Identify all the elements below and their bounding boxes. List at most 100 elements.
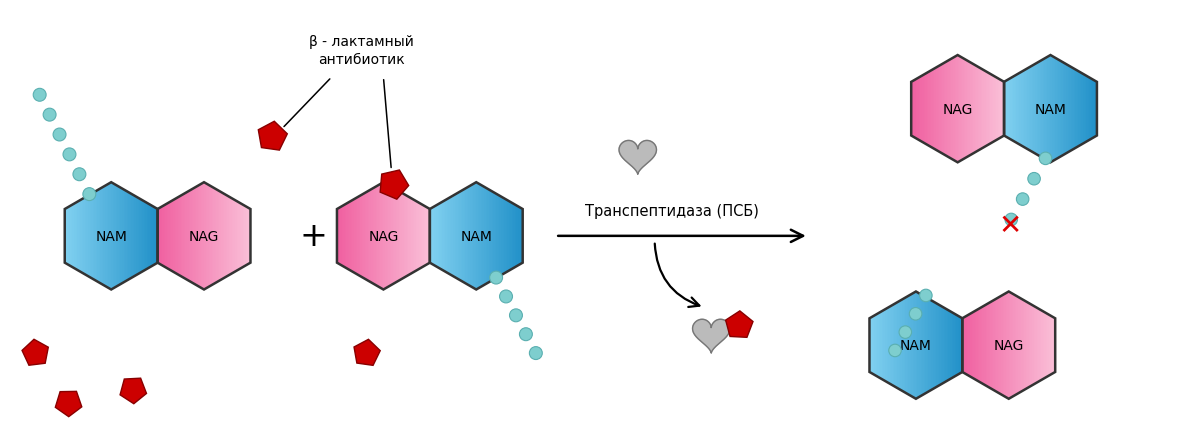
Bar xyxy=(910,287,911,404)
Bar xyxy=(881,287,882,404)
Bar xyxy=(468,178,470,295)
Bar xyxy=(109,178,112,295)
Circle shape xyxy=(510,309,522,322)
Bar xyxy=(968,51,970,168)
Bar xyxy=(892,287,893,404)
Bar xyxy=(376,178,377,295)
Bar xyxy=(1096,51,1097,168)
Bar xyxy=(134,178,136,295)
Bar xyxy=(232,178,234,295)
Bar xyxy=(156,178,157,295)
Bar xyxy=(994,51,995,168)
Bar xyxy=(1004,287,1006,404)
Bar xyxy=(932,51,935,168)
Bar xyxy=(961,51,962,168)
Bar xyxy=(190,178,192,295)
Bar xyxy=(466,178,467,295)
Bar xyxy=(188,178,190,295)
Bar xyxy=(1032,287,1033,404)
Bar xyxy=(947,51,948,168)
Bar xyxy=(214,178,215,295)
Bar xyxy=(170,178,172,295)
Bar xyxy=(995,287,996,404)
Bar xyxy=(1015,51,1016,168)
Bar xyxy=(914,51,916,168)
Bar xyxy=(499,178,502,295)
Bar xyxy=(205,178,208,295)
Bar xyxy=(172,178,173,295)
Bar xyxy=(478,178,479,295)
Bar xyxy=(1044,287,1046,404)
Bar xyxy=(161,178,162,295)
Bar xyxy=(163,178,166,295)
Bar xyxy=(1037,51,1038,168)
Bar xyxy=(198,178,199,295)
Bar xyxy=(1006,287,1007,404)
Bar xyxy=(972,287,973,404)
Bar xyxy=(990,51,991,168)
Bar xyxy=(980,287,983,404)
Circle shape xyxy=(490,271,503,285)
Text: NAM: NAM xyxy=(461,229,492,243)
Bar xyxy=(1009,287,1010,404)
Bar xyxy=(391,178,392,295)
Bar xyxy=(504,178,505,295)
Bar xyxy=(1082,51,1085,168)
Bar xyxy=(872,287,874,404)
Circle shape xyxy=(1028,173,1040,186)
Bar xyxy=(502,178,503,295)
Bar xyxy=(1004,51,1006,168)
Bar xyxy=(420,178,422,295)
Bar xyxy=(942,51,943,168)
Bar xyxy=(883,287,884,404)
Bar xyxy=(1000,51,1001,168)
Bar xyxy=(427,178,428,295)
Bar xyxy=(1090,51,1091,168)
Bar xyxy=(138,178,139,295)
Bar xyxy=(1057,51,1058,168)
Bar xyxy=(961,287,962,404)
Bar xyxy=(1031,287,1032,404)
Bar xyxy=(240,178,241,295)
Bar xyxy=(1076,51,1079,168)
Bar xyxy=(904,287,905,404)
Bar xyxy=(1039,51,1042,168)
Bar xyxy=(380,178,382,295)
Bar xyxy=(953,51,954,168)
Bar xyxy=(1036,287,1037,404)
Bar xyxy=(870,287,871,404)
Bar xyxy=(1066,51,1068,168)
Bar xyxy=(179,178,181,295)
Bar xyxy=(974,287,977,404)
Bar xyxy=(884,287,887,404)
Bar xyxy=(428,178,430,295)
Bar xyxy=(1048,51,1049,168)
Bar xyxy=(1052,51,1054,168)
Bar xyxy=(1087,51,1090,168)
Bar xyxy=(925,51,926,168)
Bar xyxy=(952,287,953,404)
Bar xyxy=(230,178,232,295)
Bar xyxy=(155,178,156,295)
Bar xyxy=(929,51,930,168)
Bar xyxy=(978,287,979,404)
Bar xyxy=(894,287,895,404)
Bar xyxy=(408,178,409,295)
Bar xyxy=(924,51,925,168)
Bar xyxy=(241,178,242,295)
Bar xyxy=(1049,51,1050,168)
Bar xyxy=(130,178,131,295)
Bar xyxy=(66,178,68,295)
Bar xyxy=(1054,51,1055,168)
Bar xyxy=(187,178,188,295)
Bar xyxy=(98,178,101,295)
Bar xyxy=(475,178,476,295)
Bar xyxy=(1042,287,1043,404)
Bar xyxy=(1033,287,1036,404)
Bar xyxy=(390,178,391,295)
Bar xyxy=(1028,287,1031,404)
Bar xyxy=(514,178,515,295)
Bar xyxy=(402,178,403,295)
Polygon shape xyxy=(726,311,754,337)
Bar xyxy=(983,287,984,404)
